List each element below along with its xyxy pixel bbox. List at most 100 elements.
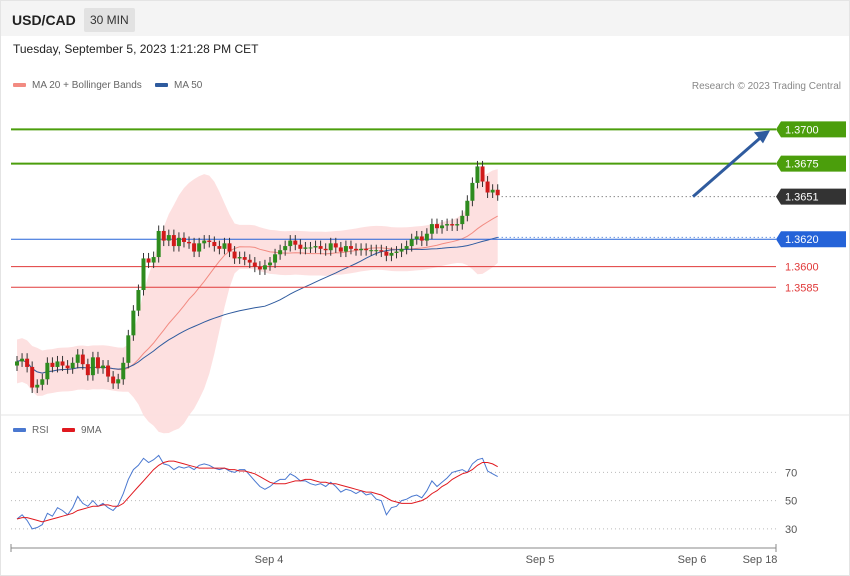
candle-body — [30, 366, 35, 388]
chart-date: Tuesday, September 5, 2023 1:21:28 PM CE… — [13, 42, 259, 56]
rsi-line — [16, 454, 498, 530]
legend-item-rsi: RSI — [13, 425, 49, 436]
target-arrow-head — [754, 130, 770, 144]
candle-body — [55, 361, 60, 367]
candle-body — [404, 246, 409, 249]
candle-body — [333, 243, 338, 248]
candle-body — [70, 362, 75, 369]
candle-body — [283, 246, 288, 251]
candle-body — [90, 357, 95, 376]
legend-item-ma20-bollinger: MA 20 + Bollinger Bands — [13, 80, 142, 91]
candle-body — [419, 236, 424, 241]
candle-body — [313, 246, 318, 248]
candle-body — [95, 357, 100, 369]
candle-body — [60, 361, 65, 366]
candle-body — [146, 258, 151, 263]
candle-body — [490, 189, 495, 193]
level-tag-1.3620 — [776, 231, 846, 248]
legend-swatch — [62, 428, 75, 433]
candle-body — [80, 354, 85, 365]
level-label-1.3585: 1.3585 — [785, 282, 819, 294]
candle-body — [450, 224, 455, 226]
candle-body — [121, 362, 126, 380]
candle-body — [116, 379, 121, 384]
candle-body — [187, 241, 192, 244]
candle-body — [429, 224, 434, 234]
candle-body — [217, 246, 222, 249]
candle-body — [176, 237, 181, 247]
legend-item-ma50: MA 50 — [155, 80, 202, 91]
legend-label: MA 50 — [174, 80, 203, 91]
candle-body — [126, 335, 131, 363]
bollinger-band — [17, 169, 498, 434]
x-tick-label: Sep 18 — [743, 554, 778, 566]
candle-body — [75, 354, 80, 363]
candle-body — [237, 257, 242, 259]
candle-body — [354, 248, 359, 251]
level-label-1.3700: 1.3700 — [785, 124, 819, 136]
candle-body — [212, 241, 217, 247]
candle-body — [181, 237, 186, 242]
level-label-1.3651: 1.3651 — [785, 192, 819, 204]
candle-body — [252, 262, 257, 267]
candle-body — [445, 224, 450, 226]
candle-body — [485, 181, 490, 193]
candle-body — [308, 247, 313, 249]
legend-swatch — [13, 428, 26, 433]
candle-body — [268, 262, 272, 266]
candle-body — [440, 225, 445, 229]
timeframe-badge[interactable]: 30 MIN — [84, 8, 135, 32]
x-tick-label: Sep 4 — [255, 554, 284, 566]
candle-body — [495, 189, 500, 196]
candle-body — [156, 230, 161, 258]
candle-body — [131, 310, 136, 336]
candle-body — [298, 244, 303, 249]
candle-body — [106, 365, 111, 377]
candle-body — [434, 224, 439, 229]
candle-body — [470, 182, 475, 201]
candle-body — [379, 250, 384, 252]
candle-body — [35, 384, 40, 388]
candle-body — [359, 248, 364, 251]
target-arrow-shaft — [692, 135, 763, 198]
candle-body — [85, 364, 90, 376]
rsi-tick-label: 30 — [785, 524, 797, 536]
candle-body — [197, 243, 202, 252]
level-label-1.3620: 1.3620 — [785, 234, 819, 246]
rsi-tick-label: 50 — [785, 496, 797, 508]
candle-body — [374, 250, 379, 252]
candle-body — [475, 166, 480, 183]
candle-body — [151, 257, 156, 263]
candle-body — [424, 233, 429, 241]
level-label-1.3600: 1.3600 — [785, 262, 819, 274]
rsi-tick-label: 70 — [785, 467, 797, 479]
candle-body — [369, 250, 374, 252]
candle-body — [101, 365, 106, 369]
level-tag-1.3700 — [776, 121, 846, 138]
candle-body — [192, 243, 197, 252]
candle-body — [480, 166, 485, 182]
symbol-title: USD/CAD — [12, 12, 76, 28]
candle-body — [20, 358, 25, 362]
copyright-text: Research © 2023 Trading Central — [691, 81, 841, 92]
candle-body — [455, 224, 460, 226]
candle-body — [338, 247, 343, 252]
candle-body — [389, 252, 394, 256]
candle-body — [227, 243, 232, 252]
legend-swatch — [155, 83, 168, 88]
candle-body — [247, 259, 252, 263]
rsi-ma9-line — [16, 460, 498, 523]
candle-body — [15, 361, 19, 366]
candle-body — [207, 240, 212, 242]
candle-body — [460, 215, 465, 225]
candle-body — [242, 257, 247, 260]
candle-body — [45, 362, 50, 380]
candle-body — [318, 246, 323, 249]
candle-body — [232, 251, 237, 259]
candle-body — [409, 239, 414, 247]
candle-body — [161, 230, 166, 241]
legend-label: RSI — [32, 425, 49, 436]
candle-body — [25, 358, 30, 367]
candle-body — [394, 251, 399, 253]
